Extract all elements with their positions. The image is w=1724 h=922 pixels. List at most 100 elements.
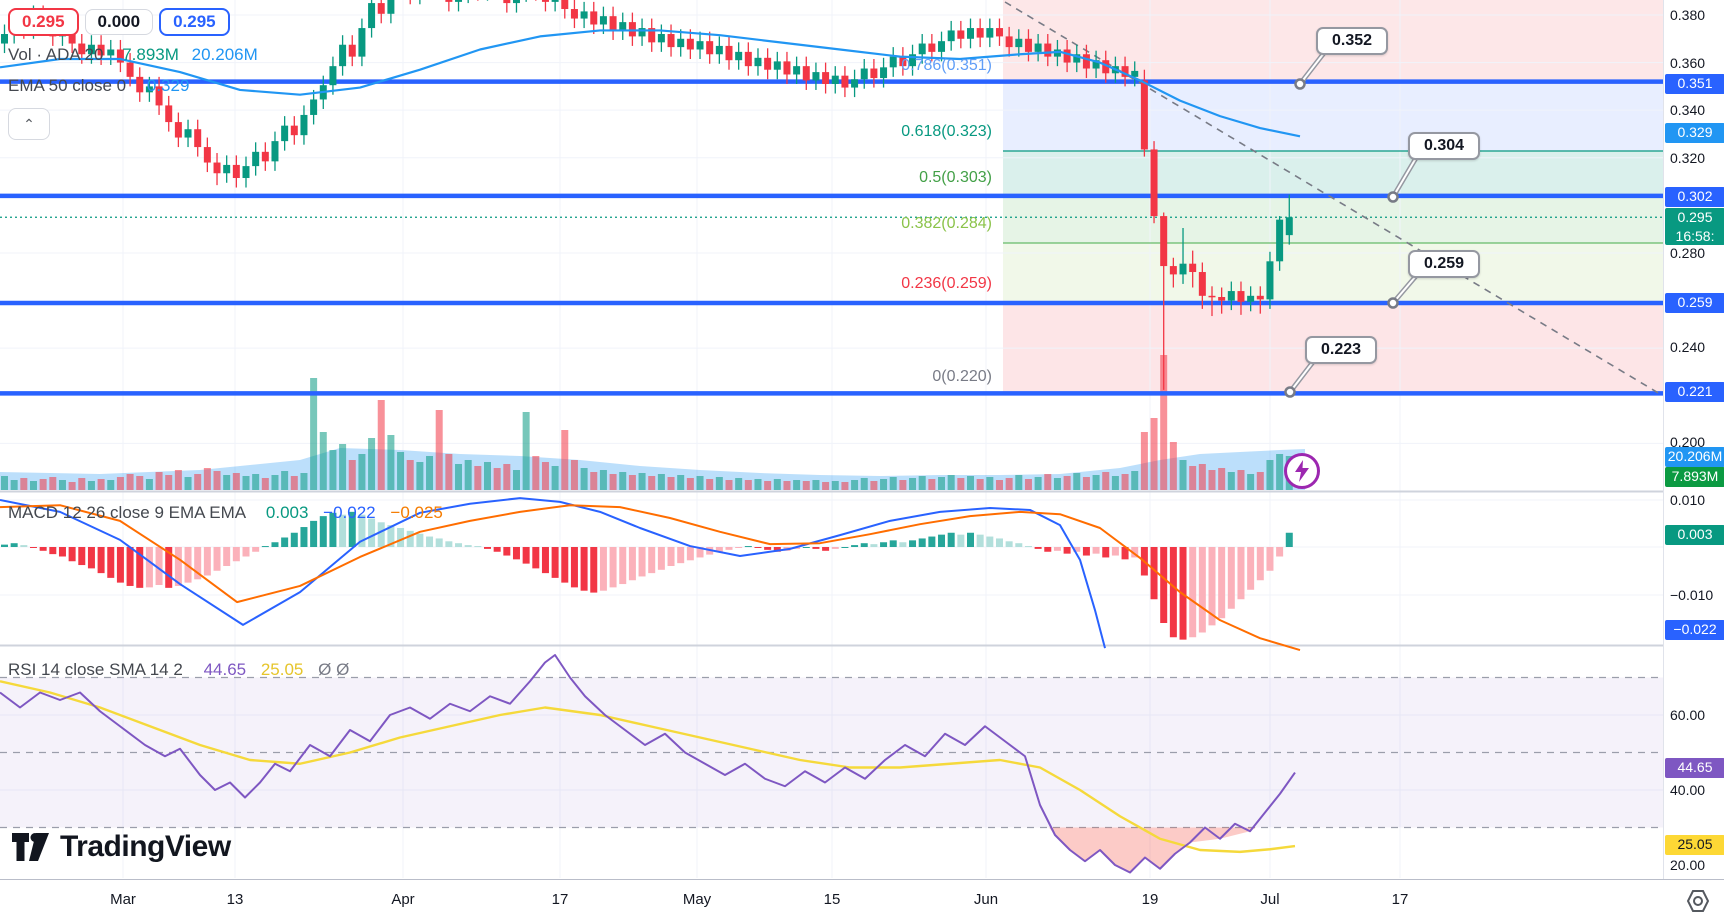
rsi-null-values: Ø Ø [318,660,350,679]
price-callout[interactable]: 0.223 [1305,336,1378,364]
macd-hist-bar [532,547,540,569]
volume-bar [1073,473,1081,490]
volume-bar [1,476,8,490]
volume-bar [493,468,501,490]
macd-hist-bar [822,547,830,551]
volume-bar [744,480,752,490]
candle [918,43,926,55]
axis-price-label: 0.280 [1670,245,1706,261]
trendline[interactable] [1004,1,1661,395]
volume-bar [793,480,801,490]
volume-bar [667,477,675,490]
macd-hist-bar [126,547,134,586]
macd-hist-value: 0.003 [265,503,309,522]
volume-bar [1121,474,1129,490]
macd-hist-bar [416,533,424,547]
candle [1121,66,1129,77]
volume-bar [290,476,298,490]
candle [126,62,134,77]
macd-hist-bar [1247,547,1255,590]
candle [822,72,830,84]
candle [252,151,260,167]
volume-bar [300,473,308,490]
macd-hist-bar [213,547,221,571]
price-callout[interactable]: 0.352 [1316,27,1389,55]
candle [223,164,231,174]
macd-hist-bar [541,547,549,574]
volume-bar [397,452,405,490]
tradingview-wordmark: TradingView [60,830,231,863]
macd-hist-bar [1063,547,1071,554]
macd-hist-bar [445,541,453,547]
chevron-up-icon: ⌃ [23,115,35,132]
candle [184,129,192,138]
candle [909,54,917,67]
candle [764,57,772,70]
macd-hist-bar [1092,547,1100,554]
boost-lightning-button[interactable] [1284,453,1320,489]
time-axis[interactable]: Mar 13 Apr 17 May 15 Jun 19 Jul 17 [0,879,1724,922]
callout-anchor-dot[interactable] [1387,297,1399,309]
candle [503,0,511,4]
candle [1189,263,1197,273]
tradingview-logo[interactable]: TradingView [12,830,231,864]
callout-anchor-dot[interactable] [1294,78,1306,90]
collapse-legend-button[interactable]: ⌃ [8,108,50,140]
volume-bar [271,475,279,490]
volume-bar [78,478,86,490]
candle [725,45,733,61]
macd-hist-bar [1034,547,1042,549]
volume-bar [155,472,163,490]
volume-bar [628,475,636,490]
quote-box-right[interactable]: 0.295 [159,8,230,36]
volume-bar [281,471,289,490]
volume-bar [445,454,453,490]
volume-bar [725,480,733,490]
volume-bar [512,470,520,490]
price-callout[interactable]: 0.259 [1408,250,1481,278]
candle [203,147,211,163]
axis-settings-button[interactable] [1685,888,1711,919]
candle [628,22,636,37]
callout-anchor-dot[interactable] [1284,386,1296,398]
chart-canvas[interactable] [0,0,1663,922]
volume-bar [522,412,530,490]
volume-bar [831,481,839,490]
price-callout[interactable]: 0.304 [1408,132,1481,160]
callout-anchor-dot[interactable] [1387,191,1399,203]
volume-bar [938,477,946,490]
macd-hist-bar [918,538,926,547]
axis-price-badge: 0.302 [1665,187,1724,207]
ema-value: 0.329 [146,76,190,95]
macd-hist-bar [1024,546,1032,548]
candle [667,34,675,48]
axis-price-badge: 0.295 16:58: [1665,207,1724,245]
volume-bar [184,477,192,490]
macd-hist-bar [493,547,501,552]
macd-hist-bar [947,532,955,547]
macd-hist-bar [696,547,704,558]
axis-price-label: 40.00 [1670,782,1706,798]
price-axis[interactable]: 0.380 0.360 0.340 0.320 0.280 0.240 0.200 0.010… [1663,0,1724,922]
macd-hist-bar [512,547,520,560]
volume-bar [976,479,984,490]
macd-hist-bar [880,542,888,547]
volume-bar [49,477,57,490]
volume-bar [812,480,820,490]
volume-bar [213,471,221,490]
candle [938,41,946,52]
candle [599,16,607,25]
candle [1285,217,1293,236]
candle [1169,266,1177,275]
macd-hist-bar [78,547,86,566]
volume-bar [551,466,559,490]
macd-hist-bar [474,546,482,548]
volume-bar [348,460,356,490]
macd-hist-bar [271,542,279,547]
quote-box-left[interactable]: 0.295 [8,8,79,36]
candle [155,86,163,106]
fib-level-label: 0(0.220) [932,368,992,385]
volume-bar [1131,471,1139,490]
rsi-sma-line [0,680,1296,854]
candle [976,28,984,38]
